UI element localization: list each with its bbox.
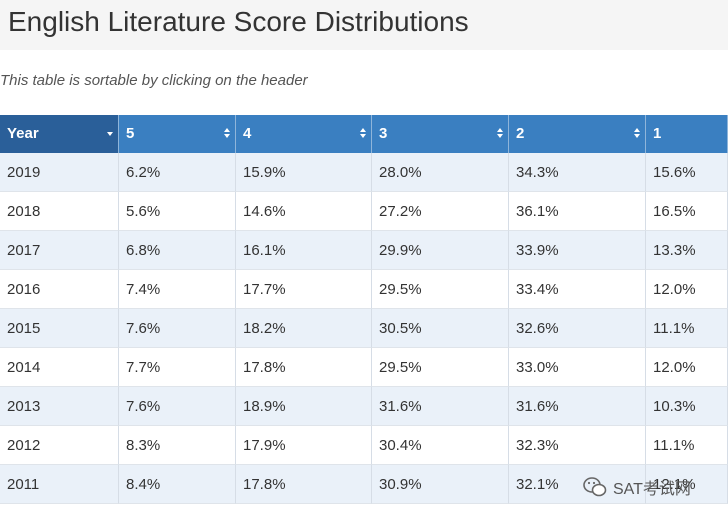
table-note: This table is sortable by clicking on th… [0,72,308,89]
header-label: 1 [653,125,662,142]
table-cell: 11.1% [646,309,728,348]
table-cell: 29.9% [372,231,509,270]
column-header[interactable]: 2 [509,115,646,153]
header-label: 3 [379,125,388,142]
column-header[interactable]: 3 [372,115,509,153]
table-cell: 6.8% [119,231,236,270]
watermark-text: SAT考试网 [613,481,691,498]
table-cell: 2015 [0,309,119,348]
table-row: 2013 7.6% 18.9% 31.6% 31.6% 10.3% [0,387,728,426]
table-cell: 31.6% [509,387,646,426]
table-cell: 33.9% [509,231,646,270]
table-cell: 12.0% [646,270,728,309]
table-cell: 30.4% [372,426,509,465]
table-cell: 2018 [0,192,119,231]
column-header[interactable]: Year [0,115,119,153]
header-label: Year [7,125,39,142]
table-row: 2016 7.4% 17.7% 29.5% 33.4% 12.0% [0,270,728,309]
table-cell: 29.5% [372,348,509,387]
table-cell: 33.4% [509,270,646,309]
table-cell: 15.6% [646,153,728,192]
table-cell: 6.2% [119,153,236,192]
table-cell: 17.8% [236,348,372,387]
header-label: 2 [516,125,525,142]
table-row: 2014 7.7% 17.8% 29.5% 33.0% 12.0% [0,348,728,387]
table-cell: 30.5% [372,309,509,348]
table-cell: 2016 [0,270,119,309]
wechat-icon [583,477,607,497]
table-cell: 13.3% [646,231,728,270]
table-cell: 15.9% [236,153,372,192]
header-label: 4 [243,125,252,142]
header-label: 5 [126,125,135,142]
table-row: 2018 5.6% 14.6% 27.2% 36.1% 16.5% [0,192,728,231]
table-row: 2019 6.2% 15.9% 28.0% 34.3% 15.6% [0,153,728,192]
table-cell: 17.7% [236,270,372,309]
table-row: 2011 8.4% 17.8% 30.9% 32.1% 12.1% [0,465,728,504]
table-row: 2015 7.6% 18.2% 30.5% 32.6% 11.1% [0,309,728,348]
table-cell: 2014 [0,348,119,387]
table-cell: 33.0% [509,348,646,387]
table-cell: 36.1% [509,192,646,231]
table-cell: 27.2% [372,192,509,231]
watermark: SAT考试网 [583,474,691,500]
header-row: Year 5 4 3 2 1 [0,115,728,153]
table-cell: 10.3% [646,387,728,426]
table-cell: 2012 [0,426,119,465]
table-cell: 16.1% [236,231,372,270]
table-cell: 2013 [0,387,119,426]
table-cell: 7.4% [119,270,236,309]
column-header[interactable]: 1 [646,115,728,153]
table-cell: 2011 [0,465,119,504]
title-bar: English Literature Score Distributions [0,0,728,50]
table-cell: 7.7% [119,348,236,387]
table-cell: 12.0% [646,348,728,387]
table-cell: 5.6% [119,192,236,231]
table-row: 2012 8.3% 17.9% 30.4% 32.3% 11.1% [0,426,728,465]
column-header[interactable]: 4 [236,115,372,153]
table-cell: 8.4% [119,465,236,504]
table-cell: 12.1% [646,465,728,504]
column-header[interactable]: 5 [119,115,236,153]
table-cell: 32.3% [509,426,646,465]
table-cell: 8.3% [119,426,236,465]
table-cell: 28.0% [372,153,509,192]
table-cell: 17.8% [236,465,372,504]
table-row: 2017 6.8% 16.1% 29.9% 33.9% 13.3% [0,231,728,270]
table-cell: 7.6% [119,387,236,426]
table-cell: 32.1% [509,465,646,504]
table-cell: 18.9% [236,387,372,426]
table-cell: 30.9% [372,465,509,504]
table-cell: 7.6% [119,309,236,348]
table-cell: 32.6% [509,309,646,348]
table-cell: 2017 [0,231,119,270]
table-cell: 29.5% [372,270,509,309]
table-cell: 34.3% [509,153,646,192]
table-cell: 18.2% [236,309,372,348]
page-title: English Literature Score Distributions [8,6,469,37]
table-cell: 31.6% [372,387,509,426]
table-cell: 11.1% [646,426,728,465]
table-cell: 2019 [0,153,119,192]
table-cell: 17.9% [236,426,372,465]
table-cell: 16.5% [646,192,728,231]
table-cell: 14.6% [236,192,372,231]
